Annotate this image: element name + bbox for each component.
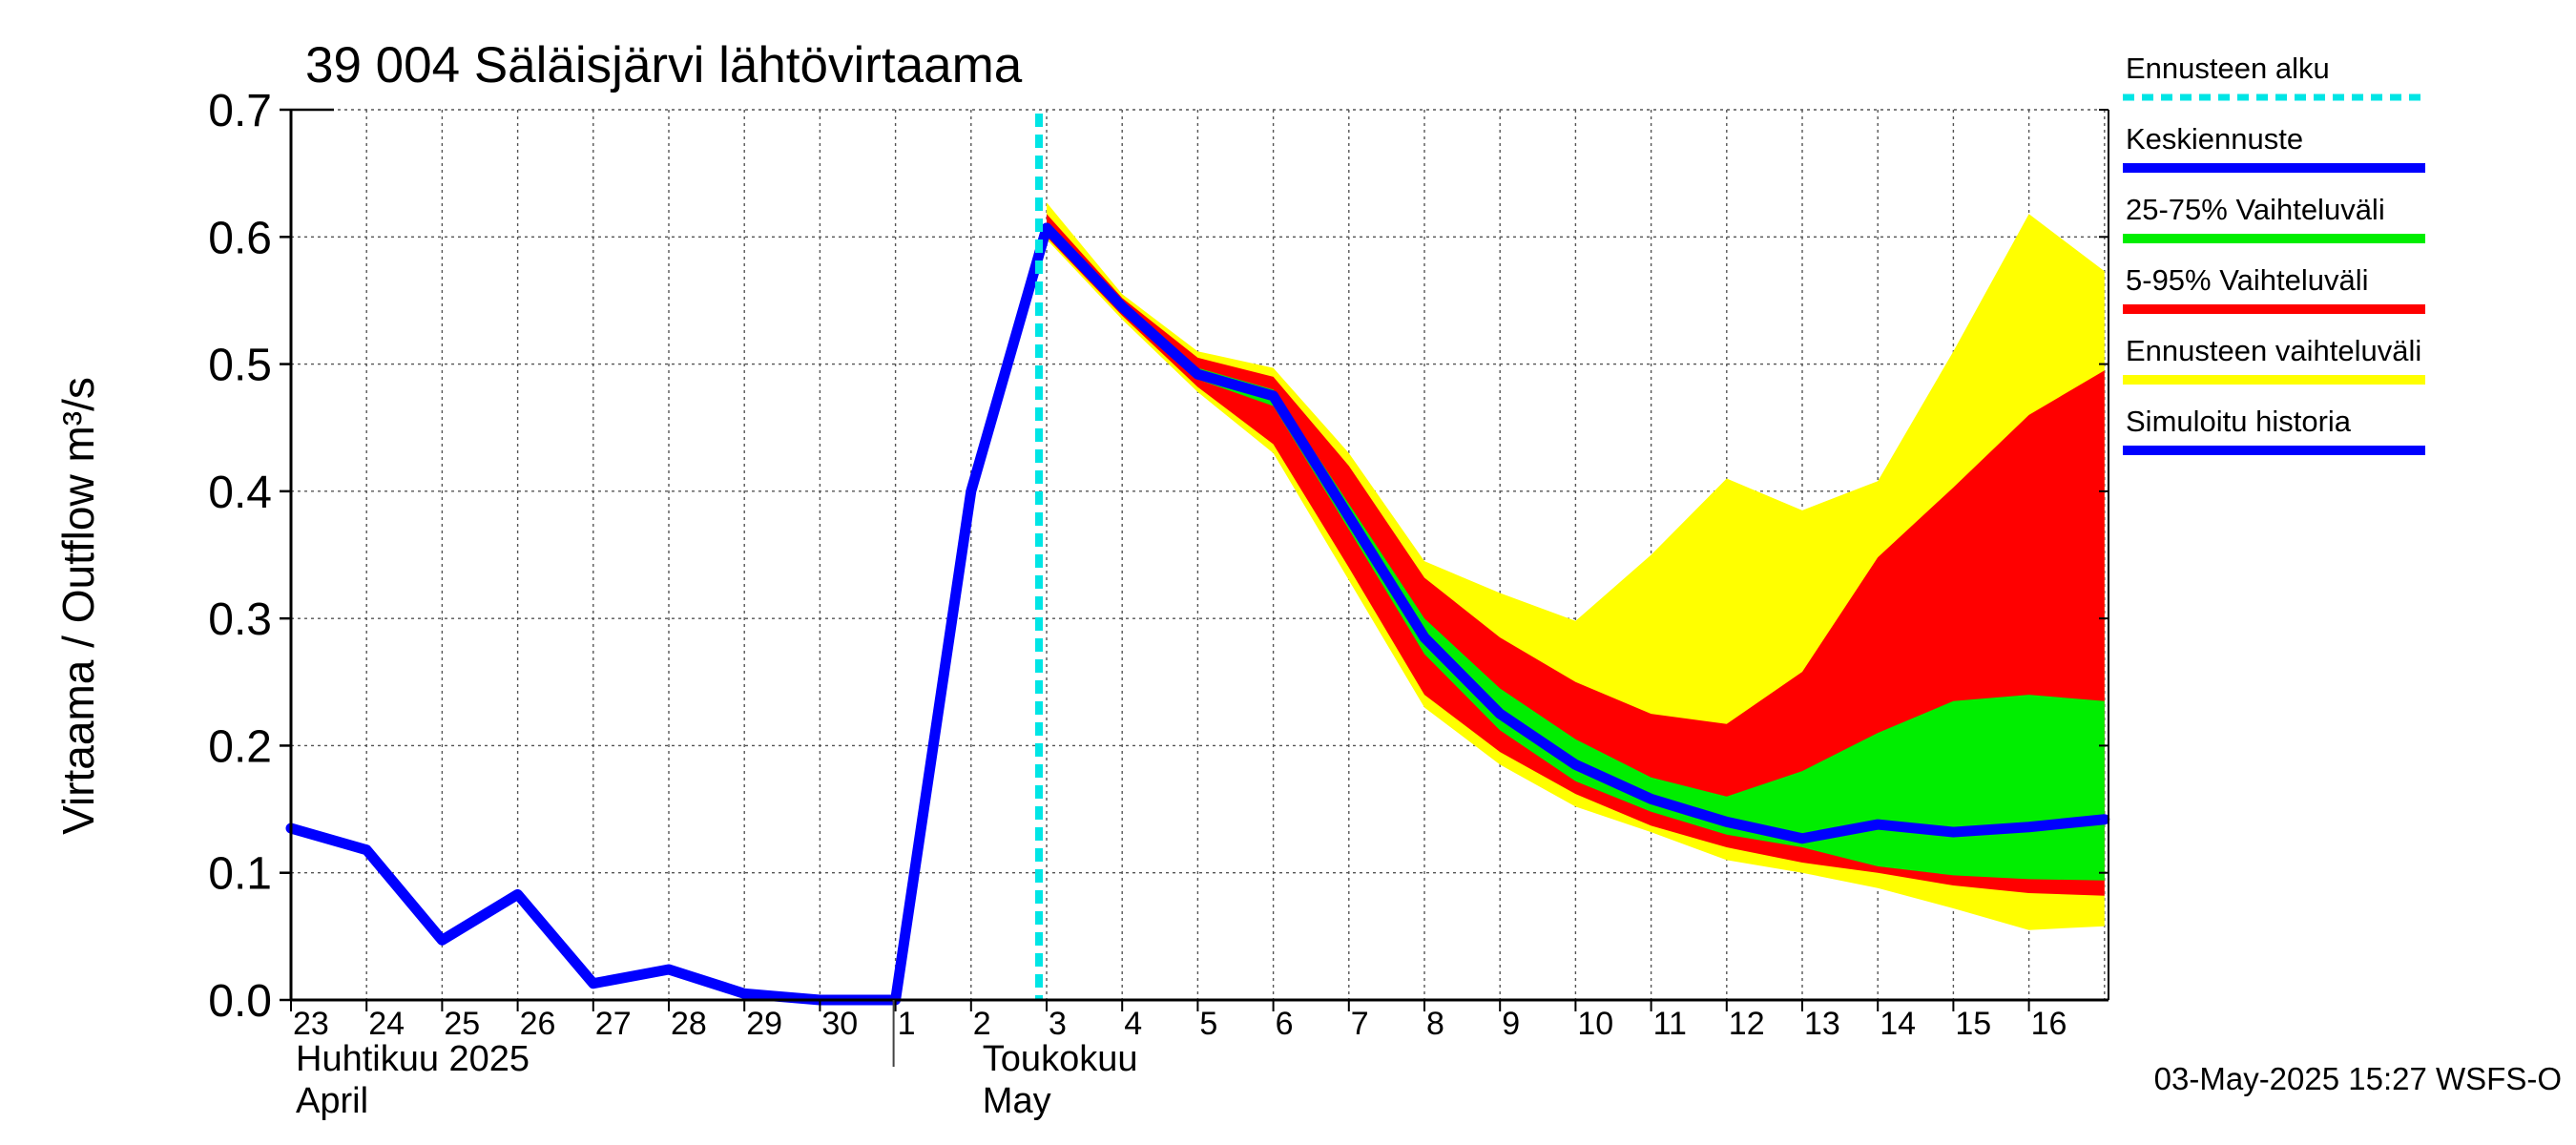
x-tick-label: 10 xyxy=(1577,1006,1613,1042)
x-tick-label: 13 xyxy=(1804,1006,1840,1042)
y-tick-label: 0.3 xyxy=(208,594,272,645)
x-tick-label: 5 xyxy=(1199,1006,1217,1042)
y-tick-label: 0.6 xyxy=(208,213,272,263)
axes: 23 24 25 26 27 28 29 30 1 2 3 4 5 6 7 8 9 10 11 12 13 14 15 160… xyxy=(208,86,2109,1121)
chart-title: 39 004 Säläisjärvi lähtövirtaama xyxy=(305,37,1023,94)
x-tick-label: 4 xyxy=(1124,1006,1142,1042)
legend-label: Ennusteen vaihteluväli xyxy=(2126,334,2421,367)
x-tick-label: 12 xyxy=(1729,1006,1765,1042)
x-tick-label: 3 xyxy=(1049,1006,1067,1042)
month-label-en: May xyxy=(983,1081,1051,1121)
legend-label: Keskiennuste xyxy=(2126,122,2303,156)
legend-label: Simuloitu historia xyxy=(2126,405,2352,438)
footer-timestamp: 03-May-2025 15:27 WSFS-O xyxy=(2154,1061,2562,1096)
y-tick-label: 0.2 xyxy=(208,721,272,772)
y-tick-label: 0.4 xyxy=(208,468,272,518)
x-tick-label: 9 xyxy=(1502,1006,1520,1042)
x-tick-label: 30 xyxy=(821,1006,858,1042)
x-tick-label: 28 xyxy=(671,1006,707,1042)
x-tick-label: 27 xyxy=(595,1006,632,1042)
x-tick-label: 15 xyxy=(1955,1006,1991,1042)
legend-label: 25-75% Vaihteluväli xyxy=(2126,193,2385,226)
line-keskiennuste xyxy=(1041,222,2110,844)
x-tick-label: 6 xyxy=(1276,1006,1294,1042)
band-25-75-vaihteluv-li xyxy=(1047,223,2105,881)
legend-label: Ennusteen alku xyxy=(2126,52,2330,85)
x-tick-label: 1 xyxy=(898,1006,916,1042)
x-tick-label: 26 xyxy=(520,1006,556,1042)
forecast-bands xyxy=(1047,202,2105,930)
x-tick-label: 11 xyxy=(1653,1006,1687,1042)
line-simuloitu-historia xyxy=(285,222,1052,1006)
x-tick-label: 24 xyxy=(368,1006,405,1042)
y-tick-label: 0.5 xyxy=(208,341,272,391)
x-tick-label: 25 xyxy=(444,1006,480,1042)
month-label: Toukokuu xyxy=(983,1039,1138,1079)
y-tick-label: 0.7 xyxy=(208,86,272,136)
x-tick-label: 8 xyxy=(1426,1006,1444,1042)
month-label-en: April xyxy=(296,1081,368,1121)
x-tick-label: 2 xyxy=(973,1006,991,1042)
y-axis-label: Virtaama / Outflow m³/s xyxy=(53,377,103,835)
x-tick-label: 14 xyxy=(1880,1006,1916,1042)
month-label: Huhtikuu 2025 xyxy=(296,1039,530,1079)
x-tick-label: 7 xyxy=(1351,1006,1369,1042)
x-tick-label: 23 xyxy=(293,1006,329,1042)
band-5-95-vaihteluv-li xyxy=(1047,214,2105,896)
x-tick-label: 16 xyxy=(2031,1006,2067,1042)
x-tick-label: 29 xyxy=(746,1006,782,1042)
legend-label: 5-95% Vaihteluväli xyxy=(2126,263,2368,297)
series-lines xyxy=(285,114,2110,1006)
y-tick-label: 0.1 xyxy=(208,849,272,900)
legend: Ennusteen alku Keskiennuste 25-75% Vaihtel… xyxy=(2123,52,2425,455)
y-tick-label: 0.0 xyxy=(208,976,272,1027)
